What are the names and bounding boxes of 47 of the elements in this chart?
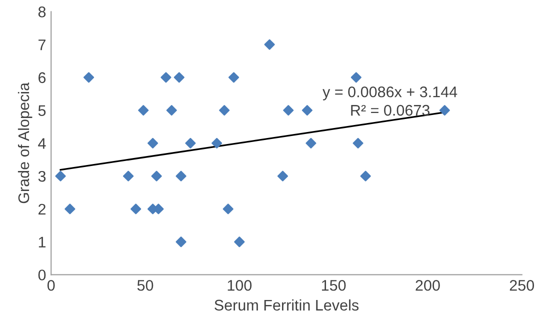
- y-tick-label: 1: [38, 236, 46, 248]
- point: [138, 105, 149, 116]
- point: [360, 170, 371, 182]
- point: [185, 138, 196, 148]
- point: [123, 170, 134, 182]
- point: [222, 204, 234, 214]
- y-tick-label: 2: [38, 204, 46, 214]
- x-tick-label: 200: [416, 280, 440, 291]
- x-tick-label: 250: [510, 280, 534, 291]
- point: [64, 204, 76, 214]
- point: [83, 72, 94, 83]
- y-tick-label: 7: [38, 40, 46, 50]
- point: [176, 236, 186, 248]
- x-tick-label: 100: [228, 280, 252, 291]
- y-tick-label: 3: [38, 170, 46, 182]
- point: [219, 105, 230, 116]
- point: [176, 170, 186, 182]
- point: [306, 138, 316, 148]
- point: [147, 138, 158, 148]
- point: [130, 204, 142, 214]
- point: [283, 105, 294, 116]
- point: [234, 236, 245, 248]
- point: [277, 170, 288, 182]
- point: [55, 170, 66, 182]
- point: [212, 138, 222, 148]
- y-tick-label: 0: [38, 270, 46, 280]
- point: [439, 105, 450, 116]
- y-axis-title: Grade of Alopecia: [18, 82, 32, 204]
- annotation: R² = 0.0673: [351, 104, 430, 116]
- point: [174, 72, 184, 83]
- y-tick-label: 4: [38, 138, 46, 149]
- point: [302, 105, 312, 116]
- point: [350, 72, 362, 83]
- point: [352, 138, 364, 148]
- point: [264, 39, 275, 50]
- y-tick-label: 6: [38, 72, 46, 84]
- x-tick-label: 50: [137, 280, 154, 291]
- y-tick-label: 8: [38, 6, 46, 18]
- point: [166, 105, 177, 116]
- y-tick-label: 5: [38, 105, 46, 116]
- x-tick-label: 150: [322, 280, 346, 291]
- point: [228, 72, 240, 83]
- x-axis-title: Serum Ferritin Levels: [214, 299, 359, 311]
- x-tick-label: 0: [47, 280, 55, 291]
- annotation: y = 0.0086x + 3.144: [322, 86, 458, 100]
- point: [151, 170, 162, 182]
- point: [160, 72, 172, 83]
